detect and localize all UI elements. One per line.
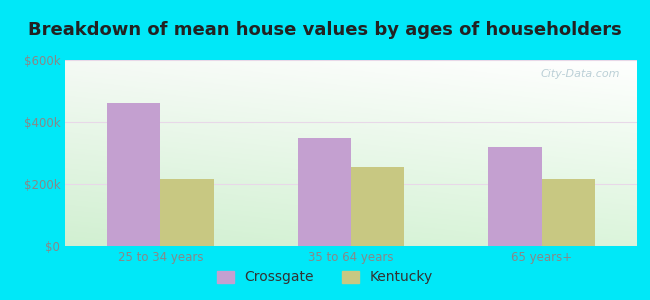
Text: Breakdown of mean house values by ages of householders: Breakdown of mean house values by ages o… xyxy=(28,21,622,39)
Bar xyxy=(351,167,404,246)
Bar xyxy=(107,103,161,246)
Legend: Crossgate, Kentucky: Crossgate, Kentucky xyxy=(211,265,439,290)
Bar xyxy=(541,179,595,246)
Text: City-Data.com: City-Data.com xyxy=(540,69,620,79)
Bar xyxy=(298,137,351,246)
Bar xyxy=(161,179,214,246)
Bar xyxy=(488,147,541,246)
